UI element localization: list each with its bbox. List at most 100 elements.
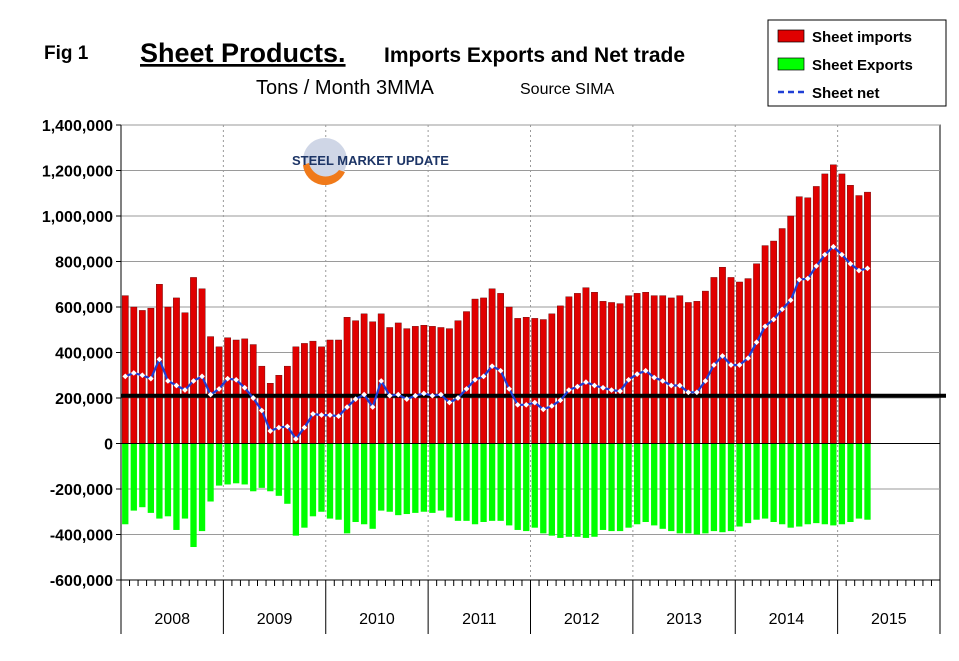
export-bar [574, 443, 581, 537]
net-point [301, 424, 308, 431]
export-bar [668, 443, 675, 532]
import-bar [121, 295, 129, 444]
import-bar [625, 295, 632, 444]
net-point [190, 378, 197, 384]
import-bar [514, 318, 522, 444]
export-bar [864, 443, 871, 520]
import-bar [608, 302, 615, 444]
net-point [344, 404, 350, 410]
import-bar [411, 326, 419, 444]
export-bar [659, 443, 666, 529]
logo-globe-icon [303, 138, 347, 182]
import-bar [633, 293, 641, 444]
net-line [124, 245, 868, 441]
import-bar [787, 215, 795, 444]
export-bar [352, 443, 359, 522]
import-bar [429, 326, 436, 444]
x-year-label: 2014 [769, 611, 805, 628]
import-bar [360, 313, 368, 444]
export-bar [727, 443, 735, 532]
import-bar [557, 305, 564, 444]
net-point [122, 373, 129, 380]
export-bar [616, 443, 624, 532]
import-bar [275, 375, 283, 444]
net-point [676, 382, 683, 389]
net-point [787, 297, 794, 304]
net-point [395, 391, 402, 398]
export-bar [804, 443, 811, 525]
export-bar [514, 443, 521, 530]
import-bar [770, 240, 777, 444]
legend-net-label: Sheet net [812, 85, 880, 102]
legend-imports-swatch [777, 29, 805, 43]
import-bar [386, 327, 394, 444]
net-point [839, 251, 845, 258]
export-bar [360, 443, 368, 525]
legend: Sheet imports Sheet Exports Sheet net [767, 19, 947, 107]
import-bar [565, 296, 573, 444]
net-point [634, 371, 640, 377]
export-bar [642, 443, 649, 522]
net-point [583, 379, 589, 385]
net-point [719, 353, 726, 359]
import-bar [232, 339, 240, 444]
import-bar [326, 339, 334, 444]
import-bar [190, 277, 197, 444]
import-bar [522, 317, 530, 444]
net-point [659, 378, 666, 384]
net-point [480, 373, 487, 380]
export-bar [787, 443, 794, 528]
export-bar [250, 443, 257, 492]
net-point [258, 407, 265, 414]
net-point [199, 373, 205, 380]
x-year-label: 2009 [257, 611, 293, 628]
import-bar [539, 319, 547, 444]
import-bar [403, 328, 411, 444]
export-bar [770, 443, 777, 522]
net-point [864, 265, 871, 272]
net-point [813, 263, 820, 269]
y-tick-label: 0 [104, 437, 113, 454]
import-bar [864, 191, 871, 444]
import-bar [198, 288, 206, 444]
import-bar [702, 290, 709, 444]
net-point [361, 391, 367, 398]
export-bar [301, 443, 308, 528]
y-tick-label: -200,000 [50, 482, 113, 499]
import-bar [173, 297, 180, 444]
export-bar [190, 443, 197, 548]
import-bar [335, 339, 342, 444]
net-point [770, 316, 777, 323]
export-bar [309, 443, 317, 517]
chart-source: Source SIMA [520, 81, 615, 98]
export-bar [736, 443, 743, 527]
export-bar [463, 443, 470, 521]
export-bar [676, 443, 683, 534]
net-point [668, 382, 675, 389]
x-year-label: 2013 [666, 611, 702, 628]
export-bar [761, 443, 769, 519]
import-bar [437, 327, 445, 444]
net-point [685, 389, 692, 396]
export-bar [173, 443, 180, 530]
import-bar [454, 320, 462, 444]
import-bar [224, 337, 231, 444]
net-point [156, 356, 163, 363]
export-bar [275, 443, 282, 496]
import-bar [847, 185, 854, 444]
import-bar [284, 365, 291, 444]
net-point [523, 401, 530, 408]
net-point [250, 395, 257, 401]
import-bar [369, 321, 377, 444]
import-bar [591, 292, 598, 444]
chart-subtitle: Tons / Month 3MMA [256, 77, 435, 99]
export-bar [122, 443, 129, 525]
import-bar [795, 196, 803, 444]
watermark-text: STEEL MARKET UPDATE [292, 153, 449, 168]
net-point [139, 372, 146, 379]
net-point [293, 436, 299, 442]
chart-title-rest: Imports Exports and Net trade [384, 44, 685, 67]
export-bar [608, 443, 615, 532]
x-year-label: 2011 [462, 611, 497, 628]
export-bar [685, 443, 692, 534]
